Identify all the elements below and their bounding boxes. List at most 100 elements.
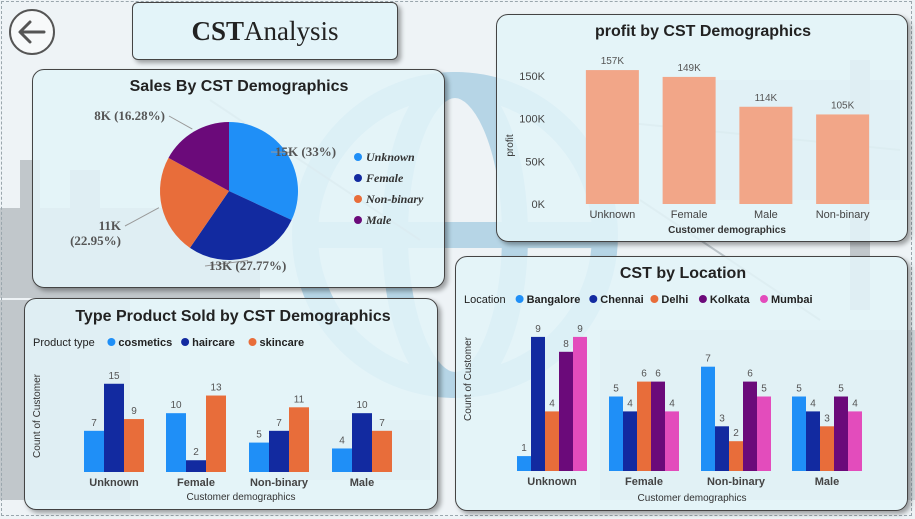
pie-data-label: 15K (33%) xyxy=(275,144,336,159)
bar-female-mumbai xyxy=(665,411,679,471)
x-tick-label: Female xyxy=(625,476,663,488)
legend-label-chennai: Chennai xyxy=(600,294,643,306)
data-label: 6 xyxy=(655,369,661,380)
data-label: 114K xyxy=(755,93,778,104)
bar-female-skincare xyxy=(206,395,226,472)
legend-label-delhi: Delhi xyxy=(661,294,688,306)
x-axis-label: Customer demographics xyxy=(187,492,296,503)
legend-marker-cosmetics xyxy=(107,338,116,346)
legend-marker-skincare xyxy=(248,338,257,346)
type-product-card: Type Product Sold by CST Demographics Pro… xyxy=(24,298,438,510)
y-tick-label: 0K xyxy=(532,199,546,211)
bar-unknown-delhi xyxy=(545,411,559,471)
pie-leader-line xyxy=(204,259,249,267)
legend-title: Location xyxy=(464,294,506,306)
location-chart-title: CST by Location xyxy=(620,265,746,282)
page-title: CST Analysis xyxy=(132,2,398,60)
bar-non-binary-bangalore xyxy=(701,366,715,471)
profit-chart-card: profit by CST Demographics 0K 50K 100K 150K p… xyxy=(496,14,908,242)
data-label: 4 xyxy=(339,435,345,446)
data-label: 105K xyxy=(831,100,855,111)
bar-female-chennai xyxy=(623,411,637,471)
data-label: 1 xyxy=(521,443,527,454)
y-tick-label: 150K xyxy=(519,71,545,83)
data-label: 8 xyxy=(563,339,569,350)
bar-unknown-chennai xyxy=(531,336,545,471)
legend-marker-unknown xyxy=(354,153,362,161)
pie-leader-line xyxy=(124,207,160,227)
y-axis-label: Count of Customer xyxy=(463,336,474,421)
data-label: 3 xyxy=(719,413,725,424)
back-button[interactable] xyxy=(8,8,56,56)
data-label: 10 xyxy=(356,400,368,411)
bar-male-bangalore xyxy=(792,396,806,471)
data-label: 11 xyxy=(294,394,305,405)
legend-label-skincare: skincare xyxy=(260,337,305,349)
pie-slice-non-binary xyxy=(160,157,229,248)
data-label: 6 xyxy=(641,369,647,380)
bar-male-skincare xyxy=(372,430,392,472)
data-label: 13 xyxy=(210,383,222,394)
data-label: 5 xyxy=(838,384,844,395)
bar-female-kolkata xyxy=(651,381,665,471)
data-label: 7 xyxy=(379,418,385,429)
x-tick-label: Unknown xyxy=(527,476,577,488)
legend-marker-delhi xyxy=(650,295,659,303)
legend-marker-non-binary xyxy=(354,195,362,203)
profit-chart-title: profit by CST Demographics xyxy=(595,23,811,40)
data-label: 9 xyxy=(131,406,137,417)
sales-pie-card: Sales By CST Demographics 15K (33%) 13K (2… xyxy=(32,69,445,288)
pie-data-label: 8K (16.28%) xyxy=(94,108,165,123)
data-label: 2 xyxy=(193,447,199,458)
x-tick-label: Unknown xyxy=(589,209,635,221)
x-tick-label: Male xyxy=(754,209,778,221)
legend-label-bangalore: Bangalore xyxy=(527,294,581,306)
profit-bar-chart: profit by CST Demographics 0K 50K 100K 150K p… xyxy=(505,23,870,236)
x-axis-label: Customer demographics xyxy=(668,225,786,236)
data-label: 5 xyxy=(256,430,262,441)
bar-unknown-skincare xyxy=(124,419,144,472)
legend-marker-female xyxy=(354,174,362,182)
page-title-rest: Analysis xyxy=(244,15,339,46)
bar-unknown-haircare xyxy=(104,383,124,472)
bar-male-cosmetics xyxy=(332,448,352,472)
legend-marker-haircare xyxy=(181,338,190,346)
x-tick-label: Male xyxy=(815,476,839,488)
legend-label-non-binary: Non-binary xyxy=(365,192,424,206)
data-label: 9 xyxy=(577,324,583,335)
data-label: 4 xyxy=(669,398,675,409)
bar-non-binary-skincare xyxy=(289,407,309,472)
bar-male-haircare xyxy=(352,413,372,472)
bar-female-haircare xyxy=(186,460,206,472)
type-product-bar-chart: Type Product Sold by CST Demographics Pro… xyxy=(32,308,392,503)
arrow-left-icon xyxy=(18,20,46,44)
x-tick-label: Male xyxy=(350,477,374,489)
bar-non-binary-haircare xyxy=(269,430,289,472)
pie-slice-female xyxy=(189,191,292,260)
bar-unknown-bangalore xyxy=(517,456,531,471)
data-label: 7 xyxy=(705,354,711,365)
bar-non-binary-delhi xyxy=(729,441,743,471)
data-label: 7 xyxy=(91,418,97,429)
data-label: 4 xyxy=(852,398,858,409)
x-axis-label: Customer demographics xyxy=(638,493,747,504)
y-axis-label: Count of Customer xyxy=(32,373,43,458)
pie-leader-line xyxy=(168,115,193,130)
bar-female-bangalore xyxy=(609,396,623,471)
type-chart-title: Type Product Sold by CST Demographics xyxy=(75,308,390,325)
data-label: 149K xyxy=(677,63,701,74)
data-label: 4 xyxy=(810,398,816,409)
data-label: 7 xyxy=(276,418,282,429)
data-label: 9 xyxy=(535,324,541,335)
bar-female xyxy=(662,76,716,204)
data-label: 2 xyxy=(733,428,739,439)
data-label: 4 xyxy=(627,398,633,409)
data-label: 157K xyxy=(601,56,625,67)
legend-label-unknown: Unknown xyxy=(366,150,415,164)
y-tick-label: 100K xyxy=(519,114,545,126)
data-label: 10 xyxy=(170,400,182,411)
data-label: 15 xyxy=(108,371,120,382)
legend-label-female: Female xyxy=(365,171,404,185)
x-tick-label: Non-binary xyxy=(250,477,309,489)
bar-male-mumbai xyxy=(848,411,862,471)
